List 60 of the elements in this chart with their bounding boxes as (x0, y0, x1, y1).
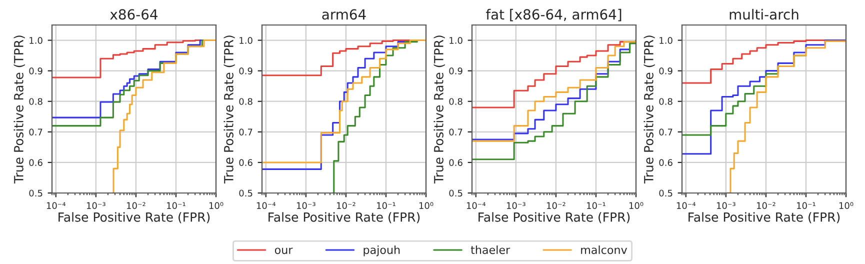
y-tick-label: 0.7 (449, 128, 462, 136)
legend-label: pajouh (364, 245, 400, 256)
x-tick-label: 10⁻² (756, 202, 776, 210)
y-tick-label: 0.5 (449, 190, 462, 197)
y-tick-label: 0.9 (29, 68, 42, 74)
x-tick-label: 10⁻⁴ (676, 202, 696, 210)
legend-label: our (274, 248, 293, 254)
y-tick-label: 0.6 (29, 159, 42, 166)
y-tick-label: 0.9 (449, 68, 462, 74)
y-tick-label: 0.5 (29, 190, 42, 197)
x-tick-label: 10⁻⁴ (256, 202, 276, 210)
y-tick-label: 0.8 (29, 98, 42, 105)
x-tick-label: 10⁻¹ (587, 202, 606, 210)
x-axis-title: False Positive Rate (FPR) (268, 212, 420, 224)
y-tick-label: 1.0 (450, 37, 462, 44)
x-tick-label: 10⁻² (336, 202, 356, 210)
y-tick-label: 1.0 (240, 37, 252, 44)
y-axis-title: True Positive Rate (TPR) (644, 36, 655, 184)
y-axis-title: True Positive Rate (TPR) (434, 36, 445, 184)
y-tick-label: 0.8 (449, 98, 462, 105)
x-tick-label: 10⁻³ (86, 202, 106, 210)
chart-title: multi-arch (730, 8, 798, 20)
y-tick-label: 0.5 (239, 190, 252, 197)
x-tick-label: 10⁻² (126, 202, 146, 210)
y-tick-label: 0.6 (239, 159, 252, 166)
x-tick-label: 10⁻² (546, 202, 566, 210)
y-tick-label: 0.8 (239, 98, 252, 105)
y-tick-label: 0.6 (449, 159, 462, 166)
x-tick-label: 10⁻⁴ (466, 202, 486, 210)
chart-title: arm64 (322, 9, 366, 20)
y-axis-title: True Positive Rate (TPR) (14, 36, 25, 184)
y-tick-label: 0.6 (659, 159, 672, 166)
y-tick-label: 0.7 (239, 128, 252, 136)
x-tick-label: 10⁻³ (716, 202, 736, 210)
y-tick-label: 0.9 (659, 68, 672, 74)
legend-label: malconv (581, 245, 628, 254)
legend-label: thaeler (470, 245, 510, 254)
x-axis-title: False Positive Rate (FPR) (688, 212, 840, 224)
x-tick-label: 10⁻³ (506, 202, 526, 210)
y-tick-label: 0.8 (659, 98, 672, 105)
x-tick-label: 10⁰ (839, 202, 854, 210)
chart-title: x86-64 (110, 9, 158, 20)
x-tick-label: 10⁻¹ (167, 202, 186, 210)
x-tick-label: 10⁻³ (296, 202, 316, 210)
x-tick-label: 10⁰ (629, 202, 644, 210)
y-tick-label: 0.7 (29, 128, 42, 136)
x-tick-label: 10⁰ (419, 202, 434, 210)
chart-title: fat [x86-64, arm64] (486, 8, 622, 22)
y-tick-label: 0.7 (659, 128, 672, 136)
y-tick-label: 1.0 (30, 37, 42, 44)
x-tick-label: 10⁰ (209, 202, 224, 210)
y-tick-label: 0.5 (659, 190, 672, 197)
y-axis-title: True Positive Rate (TPR) (224, 36, 235, 184)
x-tick-label: 10⁻¹ (377, 202, 396, 210)
x-tick-label: 10⁻¹ (797, 202, 816, 210)
x-axis-title: False Positive Rate (FPR) (58, 212, 210, 224)
y-tick-label: 1.0 (660, 37, 672, 44)
x-tick-label: 10⁻⁴ (46, 202, 66, 210)
y-tick-label: 0.9 (239, 68, 252, 74)
x-axis-title: False Positive Rate (FPR) (478, 212, 630, 224)
